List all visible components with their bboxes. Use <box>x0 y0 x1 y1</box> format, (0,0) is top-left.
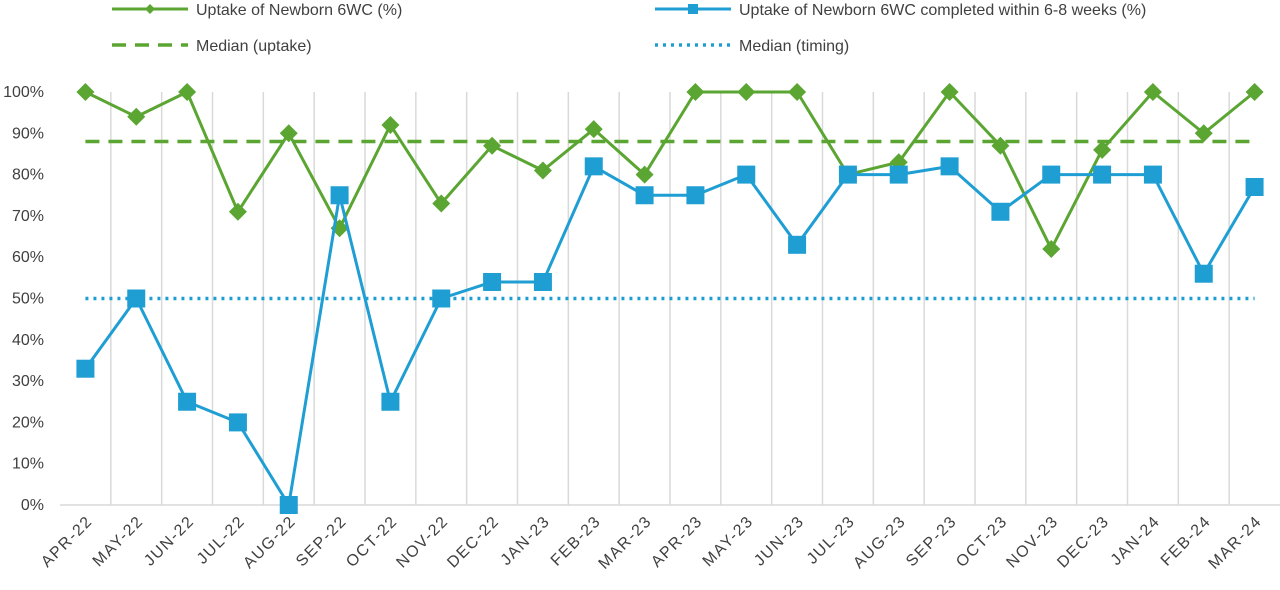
uptake-point <box>1194 124 1213 143</box>
timing-point <box>940 157 959 176</box>
uptake-point <box>432 194 451 213</box>
y-tick-label: 30% <box>12 373 44 390</box>
timing-point <box>1194 264 1213 283</box>
x-tick-label: JAN-24 <box>1108 513 1164 569</box>
timing-point <box>381 392 400 411</box>
timing-point <box>1093 165 1112 184</box>
uptake-point <box>991 136 1010 155</box>
timing-point <box>686 186 705 205</box>
y-tick-label: 20% <box>12 414 44 431</box>
y-tick-label: 0% <box>21 497 44 514</box>
x-tick-label: APR-23 <box>648 513 706 571</box>
uptake-point <box>1093 140 1112 159</box>
timing-point <box>127 289 146 308</box>
x-tick-label: OCT-22 <box>343 513 401 571</box>
timing-point <box>432 289 451 308</box>
uptake-point <box>788 83 807 101</box>
uptake-point <box>1143 83 1162 101</box>
timing-point <box>838 165 857 184</box>
data-series <box>76 83 1264 514</box>
uptake-series-line <box>84 90 1256 251</box>
uptake-point <box>279 124 298 143</box>
legend-item: Uptake of Newborn 6WC completed within 6… <box>655 2 1146 19</box>
x-tick-label: MAY-23 <box>700 513 757 570</box>
timing-point <box>635 186 654 205</box>
uptake-point <box>381 116 400 135</box>
x-tick-label: AUG-23 <box>850 513 909 572</box>
legend-label: Uptake of Newborn 6WC (%) <box>196 2 402 19</box>
y-tick-label: 90% <box>12 125 44 142</box>
legend-marker <box>688 4 698 14</box>
timing-point <box>889 165 908 184</box>
legend-label: Uptake of Newborn 6WC completed within 6… <box>739 2 1146 19</box>
legend-marker <box>145 4 155 14</box>
uptake-point <box>533 161 552 180</box>
timing-point <box>788 235 807 254</box>
y-tick-label: 100% <box>3 84 44 101</box>
timing-point <box>1042 165 1061 184</box>
x-axis: APR-22MAY-22JUN-22JUL-22AUG-22SEP-22OCT-… <box>38 513 1265 573</box>
timing-point <box>991 202 1010 221</box>
x-tick-label: AUG-22 <box>240 513 299 572</box>
x-tick-label: JAN-23 <box>498 513 554 569</box>
uptake-point <box>1245 83 1264 101</box>
uptake-point <box>76 83 95 101</box>
uptake-point <box>940 83 959 101</box>
timing-point <box>737 165 756 184</box>
uptake-point <box>686 83 705 101</box>
uptake-point <box>584 120 603 139</box>
legend-label: Median (timing) <box>739 38 849 55</box>
x-tick-label: DEC-23 <box>1054 513 1113 572</box>
uptake-point <box>635 165 654 184</box>
x-tick-label: APR-22 <box>38 513 96 571</box>
uptake-point <box>483 136 502 155</box>
x-tick-label: JUN-23 <box>751 513 808 570</box>
uptake-point <box>127 107 146 126</box>
x-tick-label: JUN-22 <box>141 513 198 570</box>
timing-point <box>1143 165 1162 184</box>
legend-item: Median (timing) <box>655 38 849 55</box>
chart-legend: Uptake of Newborn 6WC (%) Uptake of Newbo… <box>112 2 1146 55</box>
legend-label: Median (uptake) <box>196 38 312 55</box>
uptake-point <box>1042 239 1061 258</box>
y-tick-label: 40% <box>12 332 44 349</box>
y-tick-label: 50% <box>12 291 44 308</box>
y-tick-label: 70% <box>12 208 44 225</box>
uptake-point <box>178 83 197 101</box>
legend-item: Median (uptake) <box>112 38 312 55</box>
x-tick-label: MAR-23 <box>596 513 656 573</box>
timing-point <box>279 496 298 514</box>
x-tick-label: NOV-22 <box>393 513 452 572</box>
x-tick-label: DEC-22 <box>444 513 503 572</box>
timing-point <box>330 186 349 205</box>
y-tick-label: 80% <box>12 167 44 184</box>
x-tick-label: MAR-24 <box>1206 513 1266 573</box>
x-tick-label: SEP-22 <box>293 513 350 570</box>
median-lines <box>85 139 1255 301</box>
legend-item: Uptake of Newborn 6WC (%) <box>112 2 402 19</box>
timing-point <box>228 413 247 432</box>
y-axis: 0% 10% 20% 30% 40% 50% 60% 70% 80% 90% 100% <box>3 84 44 514</box>
timing-point <box>483 272 502 291</box>
x-tick-label: MAY-22 <box>90 513 147 570</box>
timing-point <box>533 272 552 291</box>
x-tick-label: SEP-23 <box>903 513 960 570</box>
timing-point <box>178 392 197 411</box>
timing-point <box>1245 177 1264 196</box>
uptake-point <box>737 83 756 101</box>
x-tick-label: OCT-23 <box>953 513 1011 571</box>
uptake-point <box>228 202 247 221</box>
x-tick-label: NOV-23 <box>1003 513 1062 572</box>
y-tick-label: 60% <box>12 249 44 266</box>
timing-point <box>584 157 603 176</box>
timing-point <box>76 359 95 378</box>
y-tick-label: 10% <box>12 456 44 473</box>
